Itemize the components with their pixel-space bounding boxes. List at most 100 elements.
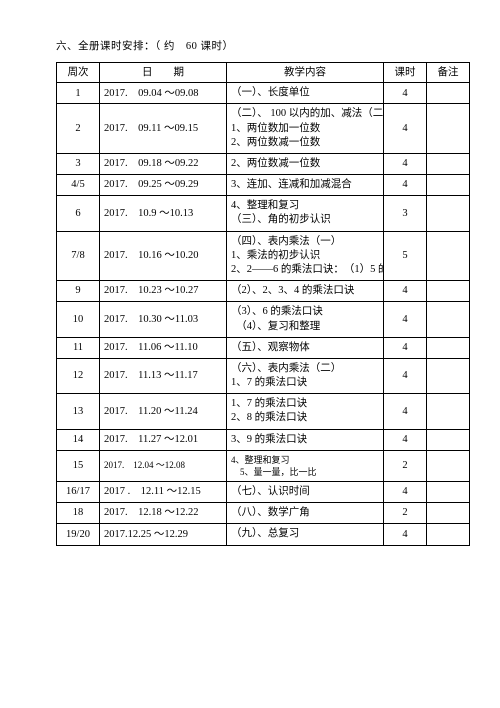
content-line: 4、整理和复习 xyxy=(231,454,379,466)
table-row: 182017. 12.18 ～12.22 （八）、数学广角 2 xyxy=(57,503,470,524)
cell-date: 2017. 11.06 ～11.10 xyxy=(100,337,227,358)
cell-hours: 4 xyxy=(384,524,427,545)
cell-content: （四）、表内乘法（一）1、乘法的初步认识2、2——6 的乘法口诀： （1）5 的… xyxy=(227,231,384,281)
section-title: 六、全册课时安排：（ 约 60 课时） xyxy=(56,40,470,54)
cell-date: 2017. 11.13 ～11.17 xyxy=(100,358,227,393)
content-line: （2）、2、3、4 的乘法口诀 xyxy=(231,284,379,298)
cell-notes xyxy=(427,153,470,174)
content-line: 1、7 的乘法口诀 xyxy=(231,376,379,390)
cell-content: （2）、2、3、4 的乘法口诀 xyxy=(227,281,384,302)
cell-content: （3）、6 的乘法口诀 （4）、复习和整理 xyxy=(227,302,384,337)
cell-notes xyxy=(427,450,470,481)
content-line: 3、连加、连减和加减混合 xyxy=(231,178,379,192)
cell-notes xyxy=(427,302,470,337)
cell-notes xyxy=(427,394,470,429)
cell-week: 19/20 xyxy=(57,524,100,545)
cell-content: 2、两位数减一位数 xyxy=(227,153,384,174)
cell-week: 14 xyxy=(57,429,100,450)
cell-content: （九）、总复习 xyxy=(227,524,384,545)
cell-notes xyxy=(427,429,470,450)
cell-week: 4/5 xyxy=(57,175,100,196)
cell-week: 6 xyxy=(57,196,100,231)
content-line: 2、2——6 的乘法口诀： （1）5 的乘法口诀 xyxy=(231,263,379,277)
cell-week: 2 xyxy=(57,104,100,154)
cell-notes xyxy=(427,482,470,503)
header-hours: 课时 xyxy=(384,62,427,83)
content-line: （六）、表内乘法（二） xyxy=(231,362,379,376)
cell-week: 18 xyxy=(57,503,100,524)
cell-date: 2017. 09.25 ～09.29 xyxy=(100,175,227,196)
cell-content: 3、9 的乘法口诀 xyxy=(227,429,384,450)
content-line: 3、9 的乘法口诀 xyxy=(231,433,379,447)
content-line: 5、量一量，比一比 xyxy=(231,466,379,478)
cell-date: 2017. 09.18 ～09.22 xyxy=(100,153,227,174)
cell-hours: 4 xyxy=(384,394,427,429)
table-row: 7/82017. 10.16 ～10.20（四）、表内乘法（一）1、乘法的初步认… xyxy=(57,231,470,281)
cell-notes xyxy=(427,196,470,231)
cell-date: 2017. 12.18 ～12.22 xyxy=(100,503,227,524)
cell-hours: 4 xyxy=(384,153,427,174)
cell-date: 2017.12.25 ～12.29 xyxy=(100,524,227,545)
content-line: 1、两位数加一位数 xyxy=(231,122,379,136)
content-line: （五）、观察物体 xyxy=(231,341,379,355)
cell-week: 1 xyxy=(57,83,100,104)
cell-week: 13 xyxy=(57,394,100,429)
table-row: 62017. 10.9 ～10.134、整理和复习（三）、角的初步认识3 xyxy=(57,196,470,231)
cell-date: 2017 . 12.11 ～12.15 xyxy=(100,482,227,503)
cell-notes xyxy=(427,503,470,524)
cell-date: 2017. 11.27 ～12.01 xyxy=(100,429,227,450)
table-row: 112017. 11.06 ～11.10 （五）、观察物体 4 xyxy=(57,337,470,358)
content-line: （七）、认识时间 xyxy=(231,485,379,499)
cell-content: （五）、观察物体 xyxy=(227,337,384,358)
content-line: 1、7 的乘法口诀 xyxy=(231,397,379,411)
cell-date: 2017. 12.04 ～12.08 xyxy=(100,450,227,481)
cell-notes xyxy=(427,175,470,196)
cell-week: 11 xyxy=(57,337,100,358)
cell-notes xyxy=(427,231,470,281)
cell-notes xyxy=(427,83,470,104)
header-notes: 备注 xyxy=(427,62,470,83)
content-line: 2、两位数减一位数 xyxy=(231,136,379,150)
table-row: 19/202017.12.25 ～12.29（九）、总复习4 xyxy=(57,524,470,545)
cell-content: 4、整理和复习（三）、角的初步认识 xyxy=(227,196,384,231)
cell-content: 4、整理和复习 5、量一量，比一比 xyxy=(227,450,384,481)
table-row: 122017. 11.13 ～11.17（六）、表内乘法（二）1、7 的乘法口诀… xyxy=(57,358,470,393)
page-root: 六、全册课时安排：（ 约 60 课时） 周次 日 期 教学内容 课时 备注 12… xyxy=(0,0,500,708)
cell-notes xyxy=(427,524,470,545)
cell-hours: 4 xyxy=(384,337,427,358)
cell-hours: 2 xyxy=(384,503,427,524)
cell-date: 2017. 10.23 ～10.27 xyxy=(100,281,227,302)
cell-date: 2017. 09.04 ～09.08 xyxy=(100,83,227,104)
content-line: （一）、长度单位 xyxy=(231,86,379,100)
cell-notes xyxy=(427,104,470,154)
table-row: 142017. 11.27 ～12.013、9 的乘法口诀4 xyxy=(57,429,470,450)
cell-content: 1、7 的乘法口诀2、8 的乘法口诀 xyxy=(227,394,384,429)
cell-content: 3、连加、连减和加减混合 xyxy=(227,175,384,196)
cell-content: （二）、 100 以内的加、减法（二）1、两位数加一位数2、两位数减一位数 xyxy=(227,104,384,154)
table-row: 102017. 10.30 ～11.03（3）、6 的乘法口诀 （4）、复习和整… xyxy=(57,302,470,337)
cell-hours: 4 xyxy=(384,358,427,393)
table-row: 12017. 09.04 ～09.08（一）、长度单位4 xyxy=(57,83,470,104)
schedule-table: 周次 日 期 教学内容 课时 备注 12017. 09.04 ～09.08 （一）… xyxy=(56,62,470,546)
table-row: 16/172017 . 12.11 ～12.15（七）、认识时间4 xyxy=(57,482,470,503)
cell-date: 2017. 09.11 ～09.15 xyxy=(100,104,227,154)
cell-notes xyxy=(427,337,470,358)
cell-notes xyxy=(427,281,470,302)
cell-hours: 4 xyxy=(384,302,427,337)
cell-hours: 5 xyxy=(384,231,427,281)
cell-hours: 4 xyxy=(384,104,427,154)
cell-week: 7/8 xyxy=(57,231,100,281)
content-line: （4）、复习和整理 xyxy=(231,320,379,334)
cell-date: 2017. 11.20 ～11.24 xyxy=(100,394,227,429)
content-line: 2、两位数减一位数 xyxy=(231,157,379,171)
cell-hours: 4 xyxy=(384,281,427,302)
content-line: （二）、 100 以内的加、减法（二） xyxy=(231,107,379,121)
table-body: 12017. 09.04 ～09.08（一）、长度单位422017. 09.11… xyxy=(57,83,470,545)
table-row: 32017. 09.18 ～09.222、两位数减一位数4 xyxy=(57,153,470,174)
cell-content: （一）、长度单位 xyxy=(227,83,384,104)
content-line: （八）、数学广角 xyxy=(231,506,379,520)
cell-date: 2017. 10.30 ～11.03 xyxy=(100,302,227,337)
cell-content: （六）、表内乘法（二）1、7 的乘法口诀 xyxy=(227,358,384,393)
header-date: 日 期 xyxy=(100,62,227,83)
table-header-row: 周次 日 期 教学内容 课时 备注 xyxy=(57,62,470,83)
